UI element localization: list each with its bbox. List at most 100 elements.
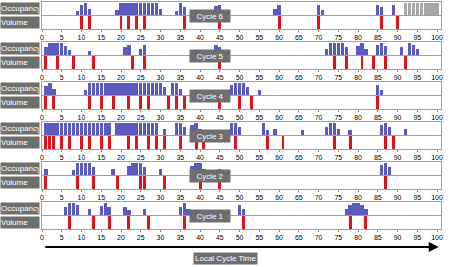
svg-text:Cycle 6: Cycle 6 [196, 12, 223, 21]
svg-text:Volume: Volume [1, 98, 28, 107]
svg-text:85: 85 [374, 194, 382, 201]
svg-text:100: 100 [431, 194, 443, 201]
svg-text:55: 55 [255, 74, 263, 81]
svg-text:0: 0 [40, 154, 44, 161]
svg-text:45: 45 [216, 194, 224, 201]
svg-text:70: 70 [315, 194, 323, 201]
svg-text:40: 40 [196, 34, 204, 41]
svg-text:45: 45 [216, 114, 224, 121]
svg-text:85: 85 [374, 234, 382, 241]
svg-text:45: 45 [216, 234, 224, 241]
svg-text:35: 35 [176, 194, 184, 201]
svg-text:20: 20 [117, 194, 125, 201]
svg-text:35: 35 [176, 114, 184, 121]
svg-text:60: 60 [275, 194, 283, 201]
svg-text:15: 15 [97, 74, 105, 81]
svg-text:20: 20 [117, 34, 125, 41]
svg-text:45: 45 [216, 74, 224, 81]
svg-text:25: 25 [137, 234, 145, 241]
svg-text:20: 20 [117, 74, 125, 81]
svg-text:0: 0 [40, 234, 44, 241]
svg-text:80: 80 [354, 154, 362, 161]
svg-text:25: 25 [137, 194, 145, 201]
svg-text:55: 55 [255, 114, 263, 121]
svg-text:55: 55 [255, 154, 263, 161]
svg-text:45: 45 [216, 154, 224, 161]
svg-text:45: 45 [216, 34, 224, 41]
svg-text:100: 100 [431, 234, 443, 241]
svg-text:90: 90 [394, 34, 402, 41]
svg-text:15: 15 [97, 154, 105, 161]
svg-text:10: 10 [78, 74, 86, 81]
svg-text:30: 30 [157, 34, 165, 41]
svg-text:100: 100 [431, 34, 443, 41]
svg-text:Cycle 2: Cycle 2 [196, 172, 223, 181]
svg-text:70: 70 [315, 74, 323, 81]
svg-text:55: 55 [255, 194, 263, 201]
svg-text:100: 100 [431, 74, 443, 81]
svg-text:30: 30 [157, 154, 165, 161]
svg-text:75: 75 [334, 154, 342, 161]
svg-text:70: 70 [315, 234, 323, 241]
svg-text:65: 65 [295, 114, 303, 121]
svg-text:20: 20 [117, 154, 125, 161]
svg-text:35: 35 [176, 234, 184, 241]
svg-text:55: 55 [255, 34, 263, 41]
svg-text:70: 70 [315, 154, 323, 161]
svg-text:5: 5 [60, 114, 64, 121]
svg-text:Volume: Volume [1, 138, 28, 147]
svg-text:30: 30 [157, 234, 165, 241]
svg-text:30: 30 [157, 194, 165, 201]
svg-text:60: 60 [275, 114, 283, 121]
svg-text:Occupancy: Occupancy [1, 4, 39, 13]
svg-text:25: 25 [137, 114, 145, 121]
svg-text:Volume: Volume [1, 218, 28, 227]
svg-text:40: 40 [196, 114, 204, 121]
svg-text:Cycle 3: Cycle 3 [196, 132, 223, 141]
svg-text:65: 65 [295, 74, 303, 81]
svg-text:20: 20 [117, 234, 125, 241]
svg-text:Volume: Volume [1, 58, 28, 67]
svg-text:50: 50 [236, 154, 244, 161]
svg-text:Occupancy: Occupancy [1, 124, 39, 133]
svg-text:0: 0 [40, 74, 44, 81]
svg-text:50: 50 [236, 114, 244, 121]
svg-text:5: 5 [60, 34, 64, 41]
svg-text:90: 90 [394, 234, 402, 241]
svg-text:15: 15 [97, 234, 105, 241]
svg-text:10: 10 [78, 234, 86, 241]
svg-text:80: 80 [354, 114, 362, 121]
svg-text:75: 75 [334, 114, 342, 121]
svg-text:100: 100 [431, 154, 443, 161]
svg-text:35: 35 [176, 74, 184, 81]
svg-text:90: 90 [394, 114, 402, 121]
svg-text:60: 60 [275, 74, 283, 81]
svg-text:25: 25 [137, 34, 145, 41]
svg-text:100: 100 [431, 114, 443, 121]
svg-text:85: 85 [374, 154, 382, 161]
svg-text:0: 0 [40, 34, 44, 41]
svg-text:95: 95 [413, 114, 421, 121]
svg-text:90: 90 [394, 74, 402, 81]
svg-text:80: 80 [354, 74, 362, 81]
svg-text:65: 65 [295, 34, 303, 41]
svg-text:5: 5 [60, 154, 64, 161]
svg-text:65: 65 [295, 234, 303, 241]
svg-text:80: 80 [354, 234, 362, 241]
svg-text:85: 85 [374, 114, 382, 121]
svg-text:20: 20 [117, 114, 125, 121]
svg-text:0: 0 [40, 114, 44, 121]
svg-text:Volume: Volume [1, 18, 28, 27]
svg-text:15: 15 [97, 194, 105, 201]
svg-text:95: 95 [413, 74, 421, 81]
svg-text:80: 80 [354, 194, 362, 201]
svg-text:15: 15 [97, 34, 105, 41]
svg-text:85: 85 [374, 34, 382, 41]
svg-text:0: 0 [40, 194, 44, 201]
svg-text:95: 95 [413, 194, 421, 201]
svg-text:10: 10 [78, 194, 86, 201]
svg-text:95: 95 [413, 234, 421, 241]
svg-text:90: 90 [394, 194, 402, 201]
svg-text:65: 65 [295, 154, 303, 161]
svg-text:50: 50 [236, 34, 244, 41]
